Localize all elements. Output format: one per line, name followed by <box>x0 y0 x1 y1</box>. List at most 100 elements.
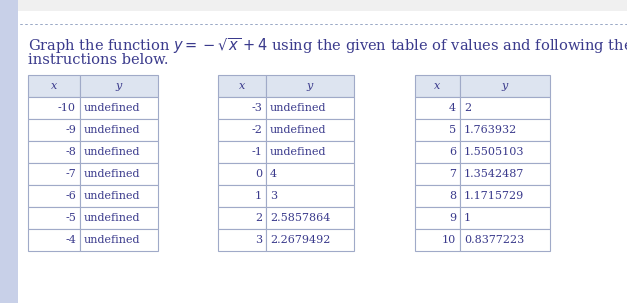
Text: 2.2679492: 2.2679492 <box>270 235 330 245</box>
Bar <box>415 141 460 163</box>
Text: 1.763932: 1.763932 <box>464 125 517 135</box>
Text: 9: 9 <box>449 213 456 223</box>
Text: undefined: undefined <box>84 191 140 201</box>
Text: -9: -9 <box>65 125 76 135</box>
Bar <box>28 119 80 141</box>
Bar <box>18 0 627 11</box>
Text: 0: 0 <box>255 169 262 179</box>
Bar <box>415 119 460 141</box>
Text: -10: -10 <box>58 103 76 113</box>
Bar <box>218 207 266 229</box>
Text: y: y <box>502 81 508 91</box>
Text: -1: -1 <box>251 147 262 157</box>
Text: 1: 1 <box>464 213 471 223</box>
Bar <box>80 119 158 141</box>
Bar <box>415 75 460 97</box>
Bar <box>28 207 80 229</box>
Text: undefined: undefined <box>84 235 140 245</box>
Text: x: x <box>435 81 441 91</box>
Bar <box>218 229 266 251</box>
Bar <box>28 163 80 185</box>
Text: 0.8377223: 0.8377223 <box>464 235 524 245</box>
Text: -3: -3 <box>251 103 262 113</box>
Bar <box>460 141 550 163</box>
Text: instructions below.: instructions below. <box>28 53 169 67</box>
Bar <box>415 207 460 229</box>
Text: undefined: undefined <box>84 147 140 157</box>
Bar <box>80 75 158 97</box>
Text: undefined: undefined <box>84 125 140 135</box>
Bar <box>28 185 80 207</box>
Text: x: x <box>239 81 245 91</box>
Text: undefined: undefined <box>84 103 140 113</box>
Text: -6: -6 <box>65 191 76 201</box>
Bar <box>266 229 354 251</box>
Bar <box>415 163 460 185</box>
Text: 2: 2 <box>464 103 471 113</box>
Text: 7: 7 <box>449 169 456 179</box>
Bar <box>415 185 460 207</box>
Bar <box>460 229 550 251</box>
Text: 4: 4 <box>449 103 456 113</box>
Bar <box>460 75 550 97</box>
Text: undefined: undefined <box>84 169 140 179</box>
Bar <box>80 185 158 207</box>
Text: -5: -5 <box>65 213 76 223</box>
Bar <box>28 141 80 163</box>
Bar <box>218 75 266 97</box>
Bar <box>415 229 460 251</box>
Text: Graph the function $y = -\sqrt{x}+ 4$ using the given table of values and follow: Graph the function $y = -\sqrt{x}+ 4$ us… <box>28 36 627 56</box>
Bar <box>460 163 550 185</box>
Bar <box>28 229 80 251</box>
Bar <box>218 141 266 163</box>
Text: y: y <box>116 81 122 91</box>
Text: undefined: undefined <box>270 103 327 113</box>
Bar <box>460 119 550 141</box>
Text: 3: 3 <box>270 191 277 201</box>
Bar <box>415 97 460 119</box>
Bar <box>80 229 158 251</box>
Text: 1.5505103: 1.5505103 <box>464 147 525 157</box>
Bar <box>266 119 354 141</box>
Text: -8: -8 <box>65 147 76 157</box>
Bar <box>266 185 354 207</box>
Bar <box>460 97 550 119</box>
Bar <box>80 163 158 185</box>
Text: -7: -7 <box>65 169 76 179</box>
Bar <box>28 75 80 97</box>
Text: 2.5857864: 2.5857864 <box>270 213 330 223</box>
Text: undefined: undefined <box>270 125 327 135</box>
Text: 1: 1 <box>255 191 262 201</box>
Bar <box>218 97 266 119</box>
Text: 5: 5 <box>449 125 456 135</box>
Bar <box>266 207 354 229</box>
Text: x: x <box>51 81 57 91</box>
Bar <box>28 97 80 119</box>
Text: -2: -2 <box>251 125 262 135</box>
Text: 3: 3 <box>255 235 262 245</box>
Bar <box>0 0 18 303</box>
Bar <box>218 163 266 185</box>
Text: undefined: undefined <box>84 213 140 223</box>
Bar <box>266 75 354 97</box>
Text: 2: 2 <box>255 213 262 223</box>
Bar <box>218 185 266 207</box>
Bar <box>460 207 550 229</box>
Text: 8: 8 <box>449 191 456 201</box>
Bar <box>266 163 354 185</box>
Bar <box>218 119 266 141</box>
Text: undefined: undefined <box>270 147 327 157</box>
Bar <box>80 141 158 163</box>
Text: y: y <box>307 81 313 91</box>
Text: 6: 6 <box>449 147 456 157</box>
Text: -4: -4 <box>65 235 76 245</box>
Bar <box>266 97 354 119</box>
Bar <box>266 141 354 163</box>
Bar <box>460 185 550 207</box>
Bar <box>80 97 158 119</box>
Text: 1.1715729: 1.1715729 <box>464 191 524 201</box>
Text: 4: 4 <box>270 169 277 179</box>
Text: 1.3542487: 1.3542487 <box>464 169 524 179</box>
Bar <box>80 207 158 229</box>
Text: 10: 10 <box>442 235 456 245</box>
